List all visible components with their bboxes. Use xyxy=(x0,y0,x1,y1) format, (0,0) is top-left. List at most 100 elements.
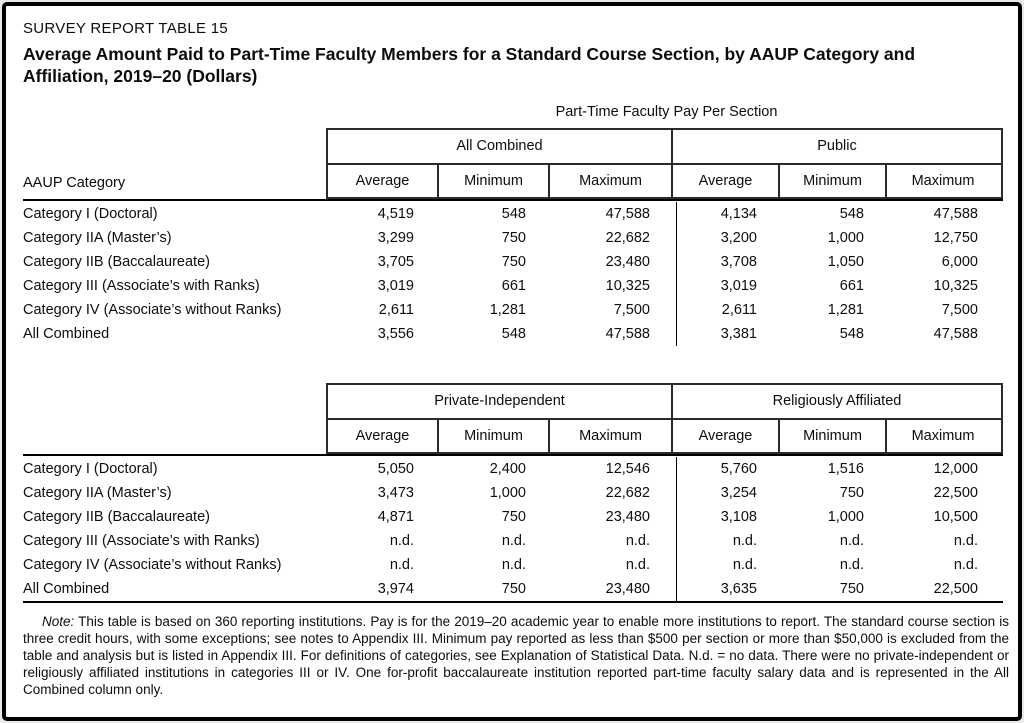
value-cell: 3,108 xyxy=(676,505,783,529)
value-cell: 750 xyxy=(501,581,526,597)
value-cell: n.d. xyxy=(676,529,783,553)
value-cell: 1,000 xyxy=(827,230,864,246)
category-label: All Combined xyxy=(23,581,110,597)
value-cell: 3,200 xyxy=(676,226,783,250)
col-header-minimum: Minimum xyxy=(437,420,548,452)
report-title: Average Amount Paid to Part-Time Faculty… xyxy=(23,43,1003,87)
footnote-label: Note: xyxy=(42,614,75,629)
value-cell: 548 xyxy=(839,326,864,342)
value-cell: 7,500 xyxy=(941,302,978,318)
value-cell: 4,519 xyxy=(377,206,414,222)
value-cell: n.d. xyxy=(676,553,783,577)
col-header-maximum: Maximum xyxy=(885,420,999,452)
value-cell: 23,480 xyxy=(605,254,650,270)
value-cell: 3,705 xyxy=(377,254,414,270)
col-header-minimum: Minimum xyxy=(778,165,885,197)
row-header-label: AAUP Category xyxy=(23,175,126,191)
category-label: All Combined xyxy=(23,326,110,342)
col-header-minimum: Minimum xyxy=(778,420,885,452)
table-row: Category I (Doctoral) 5,050 2,400 12,546… xyxy=(23,457,1003,481)
category-label: Category IIA (Master’s) xyxy=(23,485,172,501)
value-cell: 47,588 xyxy=(605,206,650,222)
value-cell: 3,708 xyxy=(676,250,783,274)
upper-table-body: Category I (Doctoral) 4,519 548 47,588 4… xyxy=(23,201,1003,346)
lower-table-body: Category I (Doctoral) 5,050 2,400 12,546… xyxy=(23,456,1003,603)
report-kicker: SURVEY REPORT TABLE 15 xyxy=(23,20,229,37)
value-cell: n.d. xyxy=(501,533,526,549)
value-cell: 1,281 xyxy=(827,302,864,318)
row-header-spacer xyxy=(23,383,326,454)
value-cell: 548 xyxy=(501,206,526,222)
table-row: All Combined 3,974 750 23,480 3,635 750 … xyxy=(23,577,1003,601)
group-label-public: Public xyxy=(673,130,1001,165)
value-cell: 750 xyxy=(839,581,864,597)
value-cell: n.d. xyxy=(625,533,650,549)
value-cell: 661 xyxy=(839,278,864,294)
value-cell: 47,588 xyxy=(933,326,978,342)
category-label: Category IIB (Baccalaureate) xyxy=(23,254,210,270)
group-all-combined: All Combined Average Minimum Maximum xyxy=(326,128,673,199)
value-cell: n.d. xyxy=(389,557,414,573)
value-cell: 22,682 xyxy=(605,230,650,246)
category-label: Category III (Associate’s with Ranks) xyxy=(23,533,260,549)
upper-column-groups: All Combined Average Minimum Maximum Pub… xyxy=(326,128,1003,199)
upper-header-row: AAUP Category All Combined Average Minim… xyxy=(23,128,1003,201)
value-cell: 1,000 xyxy=(489,485,526,501)
table-row: Category IV (Associate’s without Ranks) … xyxy=(23,298,1003,322)
value-cell: 5,760 xyxy=(676,457,783,481)
value-cell: 6,000 xyxy=(941,254,978,270)
value-cell: 2,611 xyxy=(378,302,414,318)
value-cell: 10,325 xyxy=(933,278,978,294)
value-cell: 12,000 xyxy=(933,461,978,477)
col-header-average: Average xyxy=(355,428,410,444)
value-cell: n.d. xyxy=(839,557,864,573)
group-public: Public Average Minimum Maximum xyxy=(673,128,1003,199)
category-label: Category I (Doctoral) xyxy=(23,461,158,477)
value-cell: 750 xyxy=(501,254,526,270)
group-private-independent: Private-Independent Average Minimum Maxi… xyxy=(326,383,673,454)
value-cell: 2,400 xyxy=(489,461,526,477)
table-row: Category IV (Associate’s without Ranks) … xyxy=(23,553,1003,577)
value-cell: 22,682 xyxy=(605,485,650,501)
table-row: Category III (Associate’s with Ranks) n.… xyxy=(23,529,1003,553)
col-header-maximum: Maximum xyxy=(548,420,671,452)
value-cell: 3,381 xyxy=(676,322,783,346)
value-cell: 12,546 xyxy=(605,461,650,477)
table-row: Category IIB (Baccalaureate) 3,705 750 2… xyxy=(23,250,1003,274)
lower-column-groups: Private-Independent Average Minimum Maxi… xyxy=(326,383,1003,454)
value-cell: 23,480 xyxy=(605,509,650,525)
group-label-all-combined: All Combined xyxy=(328,130,671,165)
category-label: Category IIA (Master’s) xyxy=(23,230,172,246)
span-header: Part-Time Faculty Pay Per Section xyxy=(555,104,778,120)
value-cell: 22,500 xyxy=(933,485,978,501)
category-label: Category IIB (Baccalaureate) xyxy=(23,509,210,525)
value-cell: 1,050 xyxy=(827,254,864,270)
table-row: Category IIA (Master’s) 3,299 750 22,682… xyxy=(23,226,1003,250)
value-cell: 3,473 xyxy=(377,485,414,501)
value-cell: n.d. xyxy=(953,533,978,549)
value-cell: n.d. xyxy=(389,533,414,549)
group-label-private-independent: Private-Independent xyxy=(328,385,671,420)
footnote: Note: This table is based on 360 reporti… xyxy=(23,613,1009,698)
pay-table-upper-panel: Part-Time Faculty Pay Per Section AAUP C… xyxy=(23,103,1003,346)
value-cell: 1,516 xyxy=(827,461,864,477)
value-cell: 22,500 xyxy=(933,581,978,597)
value-cell: 3,019 xyxy=(377,278,414,294)
value-cell: 5,050 xyxy=(377,461,414,477)
category-label: Category I (Doctoral) xyxy=(23,206,158,222)
value-cell: 3,635 xyxy=(676,577,783,601)
value-cell: 3,974 xyxy=(377,581,414,597)
table-row: All Combined 3,556 548 47,588 3,381 548 … xyxy=(23,322,1003,346)
value-cell: n.d. xyxy=(625,557,650,573)
report-title-line-2: Affiliation, 2019–20 (Dollars) xyxy=(23,66,258,86)
value-cell: 47,588 xyxy=(933,206,978,222)
table-row: Category IIB (Baccalaureate) 4,871 750 2… xyxy=(23,505,1003,529)
value-cell: 23,480 xyxy=(605,581,650,597)
value-cell: 4,871 xyxy=(377,509,414,525)
footnote-text: This table is based on 360 reporting ins… xyxy=(23,614,1009,697)
col-header-maximum: Maximum xyxy=(548,165,671,197)
table-row: Category I (Doctoral) 4,519 548 47,588 4… xyxy=(23,202,1003,226)
value-cell: 10,325 xyxy=(605,278,650,294)
category-label: Category IV (Associate’s without Ranks) xyxy=(23,302,282,318)
